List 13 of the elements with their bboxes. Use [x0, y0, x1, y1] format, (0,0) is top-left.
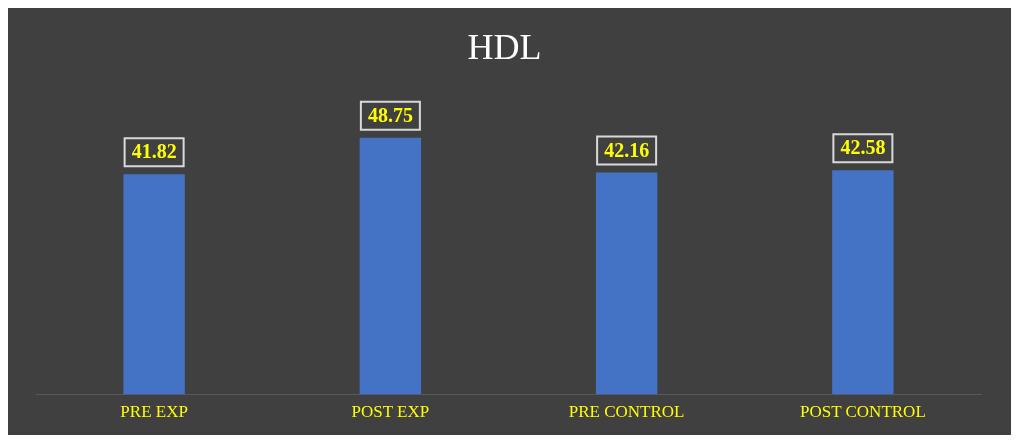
x-tick-label: PRE EXP [120, 402, 188, 422]
bar [359, 137, 422, 395]
bar [595, 172, 658, 395]
x-tick-label: PRE CONTROL [568, 402, 685, 422]
data-label: 41.82 [131, 140, 177, 163]
chart-title: HDL [467, 27, 542, 68]
bar [832, 170, 894, 395]
data-label: 42.58 [840, 136, 886, 159]
x-tick-label: POST EXP [351, 402, 430, 422]
x-tick-label: POST CONTROL [799, 402, 926, 422]
bar [123, 174, 185, 395]
data-label: 48.75 [367, 103, 413, 126]
data-label: 42.16 [604, 138, 650, 161]
